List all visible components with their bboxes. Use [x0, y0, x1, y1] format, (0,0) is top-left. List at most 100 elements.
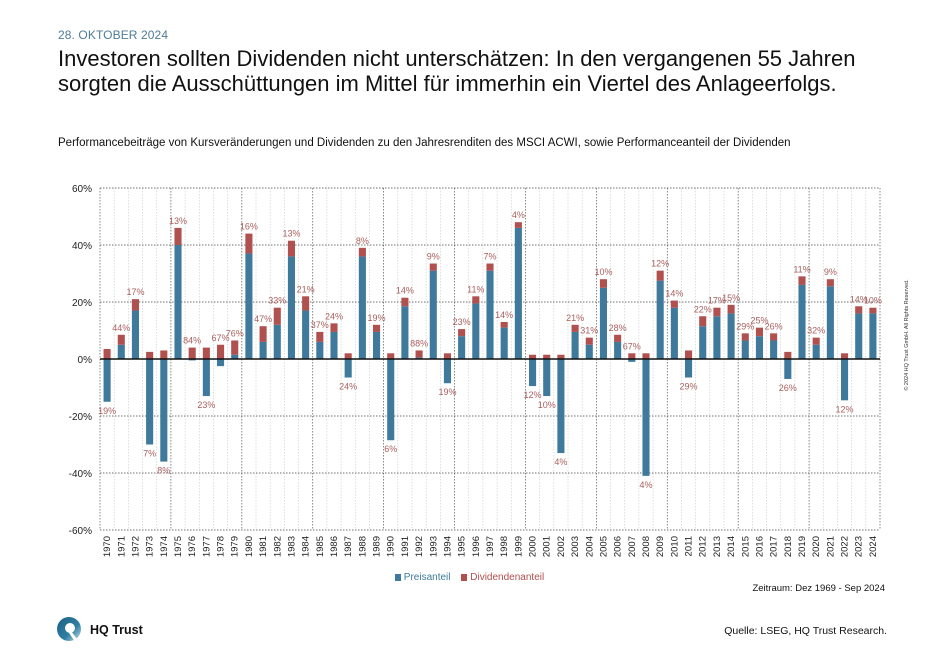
data-label: 25% — [750, 316, 768, 326]
x-tick-label: 2005 — [598, 536, 609, 557]
data-label: 10% — [538, 400, 556, 410]
bar-dividend — [685, 350, 693, 359]
x-tick-label: 1992 — [414, 536, 425, 557]
x-tick-label: 1999 — [513, 536, 524, 557]
bar-price — [401, 306, 409, 359]
bar-dividend — [869, 307, 877, 314]
bar-dividend — [103, 349, 111, 359]
data-label: 19% — [438, 387, 456, 397]
x-tick-label: 1977 — [201, 536, 212, 557]
bar-price — [373, 331, 381, 359]
bar-dividend — [188, 347, 196, 359]
data-label: 9% — [824, 267, 837, 277]
x-tick-label: 1993 — [428, 536, 439, 557]
data-label: 19% — [98, 406, 116, 416]
bar-price — [599, 287, 607, 359]
bar-price — [146, 359, 154, 445]
bar-price — [656, 280, 664, 359]
data-label: 67% — [623, 341, 641, 351]
bar-dividend — [642, 353, 650, 359]
data-label: 31% — [580, 326, 598, 336]
x-tick-label: 2015 — [740, 536, 751, 557]
bar-dividend — [373, 324, 381, 332]
bar-dividend — [160, 350, 168, 359]
y-tick-label: -40% — [69, 469, 92, 480]
bar-dividend — [826, 279, 834, 287]
x-tick-label: 2022 — [840, 536, 851, 557]
bar-dividend — [770, 333, 778, 341]
x-tick-label: 1982 — [272, 536, 283, 557]
bar-price — [486, 270, 494, 359]
x-tick-label: 1994 — [442, 536, 453, 557]
bar-dividend — [599, 279, 607, 288]
bar-price — [812, 344, 820, 359]
bar-dividend — [259, 326, 267, 342]
bar-price — [826, 286, 834, 359]
bar-price — [841, 359, 849, 401]
data-label: 8% — [157, 466, 170, 476]
chart-title: Performancebeiträge von Kursveränderunge… — [58, 137, 791, 149]
x-tick-label: 1976 — [187, 536, 198, 557]
x-tick-label: 2017 — [769, 536, 780, 557]
bar-dividend — [841, 353, 849, 359]
bar-dividend — [302, 296, 310, 311]
legend-swatch-dividend — [461, 574, 468, 581]
data-label: 11% — [467, 284, 484, 294]
bar-dividend — [174, 227, 182, 245]
bar-dividend — [755, 327, 763, 337]
y-tick-label: 20% — [72, 298, 92, 309]
x-tick-label: 1989 — [372, 536, 383, 557]
bar-price — [755, 336, 763, 359]
data-label: 29% — [736, 321, 754, 331]
bar-price — [670, 307, 678, 359]
x-tick-label: 1971 — [116, 536, 127, 557]
bars — [103, 222, 877, 476]
x-tick-label: 2010 — [669, 536, 680, 557]
x-tick-label: 2002 — [556, 536, 567, 557]
bar-dividend — [316, 331, 324, 342]
bar-dividend — [330, 323, 338, 332]
data-label: 33% — [268, 296, 286, 306]
data-label: 21% — [566, 313, 584, 323]
data-label: 16% — [240, 222, 258, 232]
x-tick-label: 1987 — [343, 536, 354, 557]
x-tick-label: 2004 — [584, 536, 595, 557]
legend-label-dividend: Dividendenanteil — [470, 572, 545, 583]
x-tick-label: 2009 — [655, 536, 666, 557]
logo-text: HQ Trust — [90, 623, 143, 637]
x-tick-label: 1984 — [301, 536, 312, 557]
data-label: 15% — [722, 293, 740, 303]
x-tick-label: 2008 — [641, 536, 652, 557]
x-tick-label: 2018 — [783, 536, 794, 557]
bar-price — [741, 340, 749, 359]
bar-dividend — [486, 263, 494, 271]
bar-dividend — [855, 306, 863, 314]
bar-price — [160, 359, 168, 462]
bar-dividend — [812, 337, 820, 345]
bar-dividend — [585, 337, 593, 345]
bar-dividend — [131, 299, 139, 311]
bar-price — [855, 313, 863, 359]
bar-price — [287, 256, 295, 359]
bar-price — [798, 284, 806, 359]
bar-dividend — [358, 247, 366, 257]
bar-dividend — [443, 353, 451, 359]
bar-dividend — [472, 296, 480, 304]
y-tick-label: -60% — [69, 526, 92, 537]
x-tick-label: 2016 — [754, 536, 765, 557]
x-tick-label: 2014 — [726, 536, 737, 557]
copyright-note: © 2024 HQ Trust GmbH. All Rights Reserve… — [904, 279, 910, 391]
data-label: 76% — [226, 328, 244, 338]
bar-dividend — [529, 354, 537, 359]
bar-price — [273, 324, 281, 359]
bar-price — [330, 331, 338, 359]
bar-price — [344, 359, 352, 378]
x-tick-label: 1995 — [457, 536, 468, 557]
headline: Investoren sollten Dividenden nicht unte… — [58, 46, 856, 96]
bar-price — [543, 359, 551, 397]
x-tick-label: 2007 — [627, 536, 638, 557]
data-label: 67% — [212, 333, 230, 343]
bar-price — [316, 341, 324, 359]
data-label: 17% — [708, 296, 726, 306]
x-tick-label: 2019 — [797, 536, 808, 557]
